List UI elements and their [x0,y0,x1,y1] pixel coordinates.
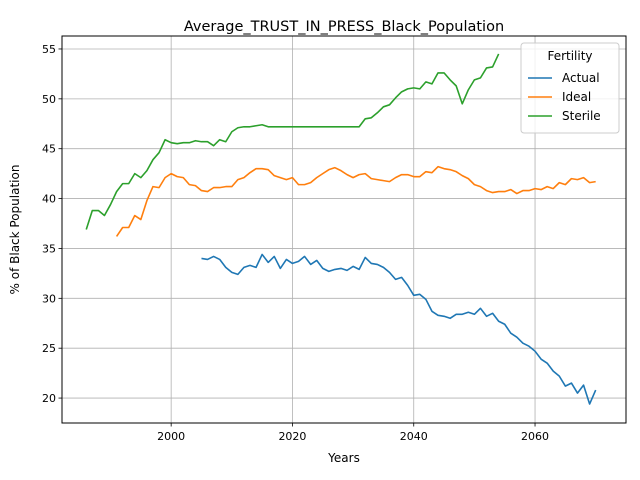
grid-lines [62,36,626,423]
series-line-ideal [115,165,596,237]
legend-label-ideal: Ideal [562,90,591,104]
legend-box [520,42,620,134]
y-tick-label: 40 [42,193,56,206]
y-tick-label: 45 [42,143,56,156]
y-tick-label: 20 [42,392,56,405]
y-axis: 20 25 30 35 40 45 50 55 [42,43,62,405]
x-axis-label: Years [327,451,360,465]
legend-label-actual: Actual [562,71,600,85]
x-tick-label: 2060 [521,430,549,443]
y-axis-label: % of Black Population [8,165,22,295]
y-tick-label: 35 [42,242,56,255]
y-tick-label: 30 [42,292,56,305]
x-tick-label: 2040 [400,430,428,443]
y-tick-label: 50 [42,93,56,106]
series-line-sterile [85,53,500,230]
legend-label-sterile: Sterile [562,109,601,123]
x-tick-label: 2020 [278,430,306,443]
chart-title: Average_TRUST_IN_PRESS_Black_Population [184,19,504,35]
y-tick-label: 25 [42,342,56,355]
plot-frame [61,35,627,424]
series-line-actual [201,253,597,405]
x-axis: 2000 2020 2040 2060 [157,423,549,443]
legend-title: Fertility [547,49,592,63]
series-layer [85,53,597,405]
y-tick-label: 55 [42,43,56,56]
x-tick-label: 2000 [157,430,185,443]
legend: Fertility Actual Ideal Sterile [520,42,620,134]
